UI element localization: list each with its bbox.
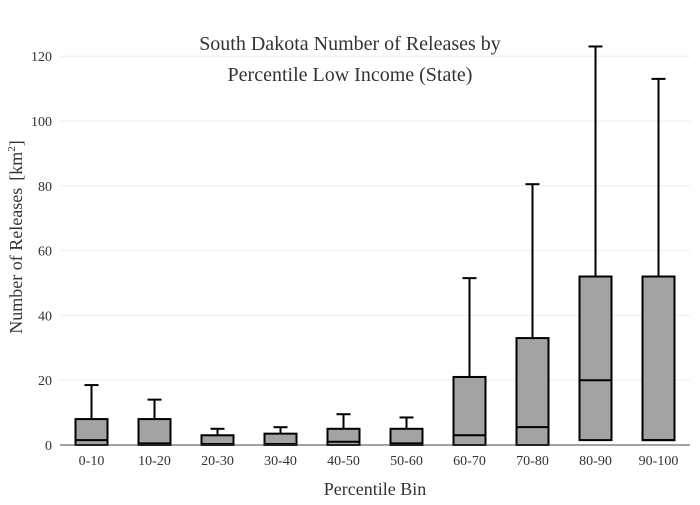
x-tick-label: 60-70	[453, 454, 486, 469]
y-axis-title-unit-close: ]	[6, 140, 26, 146]
y-tick-label: 80	[38, 180, 52, 195]
box-iqr	[515, 337, 550, 446]
box-60-70	[452, 277, 487, 446]
x-axis-title: Percentile Bin	[324, 479, 426, 499]
x-tick-label: 80-90	[579, 454, 612, 469]
box-80-90	[578, 45, 613, 442]
box-iqr	[452, 375, 487, 446]
x-tick-label: 0-10	[79, 454, 105, 469]
gridlines	[60, 55, 690, 381]
box-90-100	[641, 77, 676, 442]
x-tick-label: 90-100	[639, 454, 679, 469]
x-tick-label: 70-80	[516, 454, 549, 469]
y-tick-label: 40	[38, 309, 52, 324]
box-0-10	[74, 384, 109, 446]
chart-title-line-1: South Dakota Number of Releases by	[199, 33, 501, 55]
y-tick-label: 120	[31, 50, 52, 65]
x-tick-label: 30-40	[264, 454, 297, 469]
x-tick-label: 50-60	[390, 454, 423, 469]
box-iqr	[578, 275, 613, 442]
y-tick-label: 100	[31, 115, 52, 130]
y-axis-title-unit-sup: 2	[6, 146, 18, 152]
y-axis-title-unit: [km	[6, 152, 26, 181]
x-tick-label: 40-50	[327, 454, 360, 469]
y-tick-label: 60	[38, 245, 52, 260]
y-axis-title-main: Number of Releases	[6, 188, 26, 334]
x-tick-label: 20-30	[201, 454, 234, 469]
y-axis-title: Number of Releases [km2]	[6, 140, 26, 333]
box-70-80	[515, 183, 550, 446]
x-tick-labels: 0-10 10-20 20-30 30-40 40-50 50-60 60-70 70-80 8…	[79, 454, 679, 469]
box-10-20	[137, 398, 172, 446]
box-30-40	[263, 426, 298, 447]
y-tick-labels: 0 20 40 60 80 100 120	[31, 50, 52, 454]
chart-title-line-2: Percentile Low Income (State)	[228, 64, 473, 86]
box-series	[74, 45, 676, 447]
box-50-60	[389, 416, 424, 446]
y-tick-label: 20	[38, 374, 52, 389]
box-iqr	[137, 418, 172, 446]
x-tick-label: 10-20	[138, 454, 171, 469]
box-iqr	[641, 275, 676, 442]
y-tick-label: 0	[45, 439, 52, 454]
